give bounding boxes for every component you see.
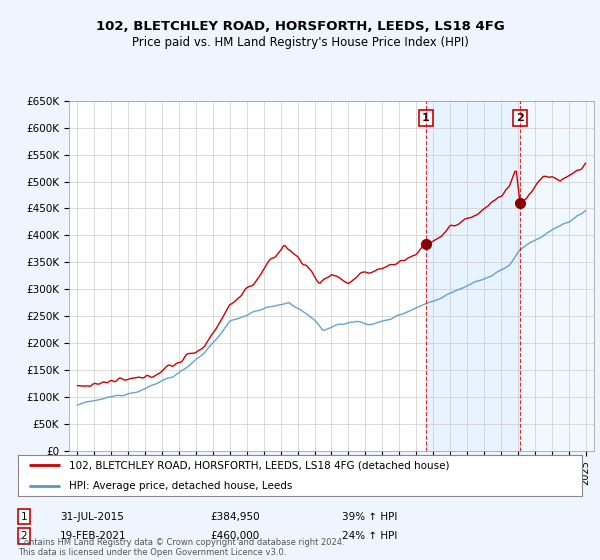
Text: 31-JUL-2015: 31-JUL-2015 xyxy=(60,512,124,522)
Text: 1: 1 xyxy=(422,113,430,123)
Text: Contains HM Land Registry data © Crown copyright and database right 2024.
This d: Contains HM Land Registry data © Crown c… xyxy=(18,538,344,557)
Text: Price paid vs. HM Land Registry's House Price Index (HPI): Price paid vs. HM Land Registry's House … xyxy=(131,36,469,49)
Text: 24% ↑ HPI: 24% ↑ HPI xyxy=(342,531,397,541)
Text: 2: 2 xyxy=(516,113,524,123)
Text: 19-FEB-2021: 19-FEB-2021 xyxy=(60,531,127,541)
Text: 102, BLETCHLEY ROAD, HORSFORTH, LEEDS, LS18 4FG: 102, BLETCHLEY ROAD, HORSFORTH, LEEDS, L… xyxy=(95,20,505,32)
Bar xyxy=(426,101,520,451)
Text: HPI: Average price, detached house, Leeds: HPI: Average price, detached house, Leed… xyxy=(69,480,292,491)
Text: 1: 1 xyxy=(20,512,28,522)
Text: 39% ↑ HPI: 39% ↑ HPI xyxy=(342,512,397,522)
Text: 2: 2 xyxy=(20,531,28,541)
Text: 102, BLETCHLEY ROAD, HORSFORTH, LEEDS, LS18 4FG (detached house): 102, BLETCHLEY ROAD, HORSFORTH, LEEDS, L… xyxy=(69,460,449,470)
Text: £460,000: £460,000 xyxy=(210,531,259,541)
Text: £384,950: £384,950 xyxy=(210,512,260,522)
Bar xyxy=(520,101,594,451)
